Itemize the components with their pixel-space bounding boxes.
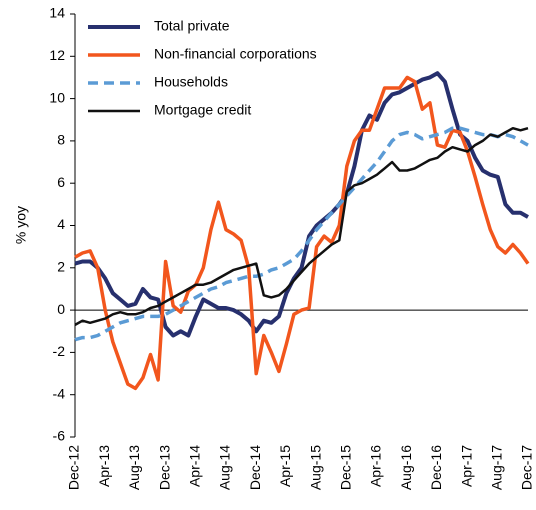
x-tick-label: Aug-14 bbox=[217, 445, 233, 490]
y-tick-label: 6 bbox=[57, 174, 65, 190]
y-tick-label: 0 bbox=[57, 301, 65, 317]
y-tick-label: 10 bbox=[49, 89, 65, 105]
x-tick-label: Dec-12 bbox=[66, 445, 82, 490]
y-tick-label: 2 bbox=[57, 259, 65, 275]
y-tick-label: -4 bbox=[53, 385, 66, 401]
x-tick-label: Dec-14 bbox=[247, 445, 263, 490]
x-tick-label: Aug-15 bbox=[307, 445, 323, 490]
x-tick-label: Apr-17 bbox=[458, 445, 474, 487]
legend-label: Mortgage credit bbox=[154, 102, 251, 118]
x-tick-label: Aug-13 bbox=[126, 445, 142, 490]
legend-label: Total private bbox=[154, 18, 230, 34]
legend-label: Non-financial corporations bbox=[154, 46, 317, 62]
y-axis-label: % yoy bbox=[13, 206, 29, 244]
x-tick-label: Apr-14 bbox=[187, 445, 203, 487]
y-tick-label: 12 bbox=[49, 47, 65, 63]
y-tick-label: 14 bbox=[49, 5, 65, 21]
x-tick-label: Dec-16 bbox=[428, 445, 444, 490]
x-tick-label: Apr-13 bbox=[96, 445, 112, 487]
series-line bbox=[74, 71, 529, 338]
y-tick-label: -2 bbox=[53, 343, 66, 359]
x-tick-label: Apr-16 bbox=[368, 445, 384, 487]
y-tick-label: 8 bbox=[57, 132, 65, 148]
y-tick-label: 4 bbox=[57, 216, 65, 232]
series-line bbox=[74, 126, 529, 326]
x-tick-label: Aug-17 bbox=[489, 445, 505, 490]
x-tick-label: Dec-15 bbox=[338, 445, 354, 490]
x-tick-label: Dec-17 bbox=[519, 445, 535, 490]
series-line bbox=[74, 75, 530, 391]
x-tick-label: Dec-13 bbox=[156, 445, 172, 490]
x-tick-label: Aug-16 bbox=[398, 445, 414, 490]
y-tick-label: -6 bbox=[53, 428, 66, 444]
series-line bbox=[74, 126, 529, 342]
legend-label: Households bbox=[154, 74, 228, 90]
x-tick-label: Apr-15 bbox=[277, 445, 293, 487]
